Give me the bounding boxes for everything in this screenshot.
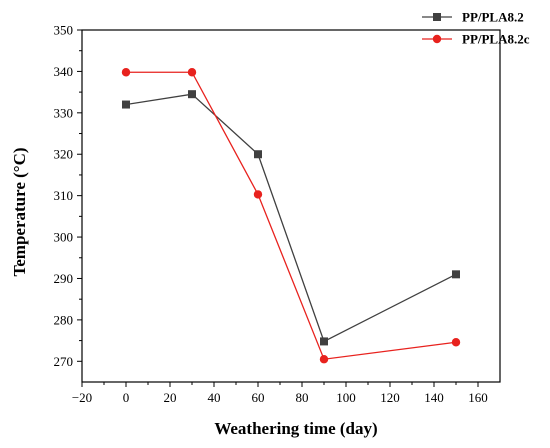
legend-marker-circle xyxy=(432,34,442,44)
plot-frame xyxy=(81,29,501,383)
x-axis: −20 0 20 40 60 80 100 120 140 160 xyxy=(72,382,488,405)
plot-border xyxy=(81,29,501,383)
data-point-square xyxy=(452,270,460,279)
x-tick-label: 40 xyxy=(208,390,221,405)
x-tick-label: 20 xyxy=(164,390,177,405)
series-line-2 xyxy=(126,71,457,360)
data-point-square xyxy=(122,100,130,109)
data-point-circle xyxy=(451,338,461,347)
x-tick-label: 160 xyxy=(468,390,488,405)
x-tick-label: 140 xyxy=(424,390,444,405)
y-tick-label: 350 xyxy=(54,23,74,38)
data-point-circle xyxy=(253,190,263,199)
data-point-square xyxy=(320,337,328,346)
legend-marker-square xyxy=(433,13,441,21)
x-tick-label: 80 xyxy=(296,390,309,405)
y-tick-label: 300 xyxy=(54,230,74,245)
y-tick-label: 340 xyxy=(54,64,74,79)
x-tick-label: 120 xyxy=(380,390,400,405)
x-tick-label: −20 xyxy=(72,390,92,405)
data-point-circle xyxy=(319,355,329,364)
data-point-circle xyxy=(187,68,197,77)
y-tick-label: 330 xyxy=(54,105,74,120)
data-point-square xyxy=(188,90,196,99)
x-tick-label: 0 xyxy=(123,390,130,405)
legend-label-1: PP/PLA8.2 xyxy=(462,10,524,25)
y-tick-label: 320 xyxy=(54,147,74,162)
x-tick-label: 100 xyxy=(336,390,356,405)
legend: PP/PLA8.2 PP/PLA8.2c xyxy=(422,10,530,47)
x-tick-label: 60 xyxy=(252,390,265,405)
y-tick-label: 280 xyxy=(54,312,74,327)
data-point-square xyxy=(254,150,262,159)
y-axis: 270 280 290 300 310 320 330 340 350 xyxy=(54,23,82,369)
x-axis-title: Weathering time (day) xyxy=(214,419,377,438)
y-axis-title: Temperature (°C) xyxy=(10,147,29,276)
y-tick-label: 310 xyxy=(54,188,74,203)
data-point-circle xyxy=(121,68,131,77)
legend-label-2: PP/PLA8.2c xyxy=(462,32,530,47)
y-tick-label: 290 xyxy=(54,271,74,286)
y-tick-label: 270 xyxy=(54,354,74,369)
series-line-1 xyxy=(125,93,457,343)
series-layer xyxy=(121,68,461,364)
